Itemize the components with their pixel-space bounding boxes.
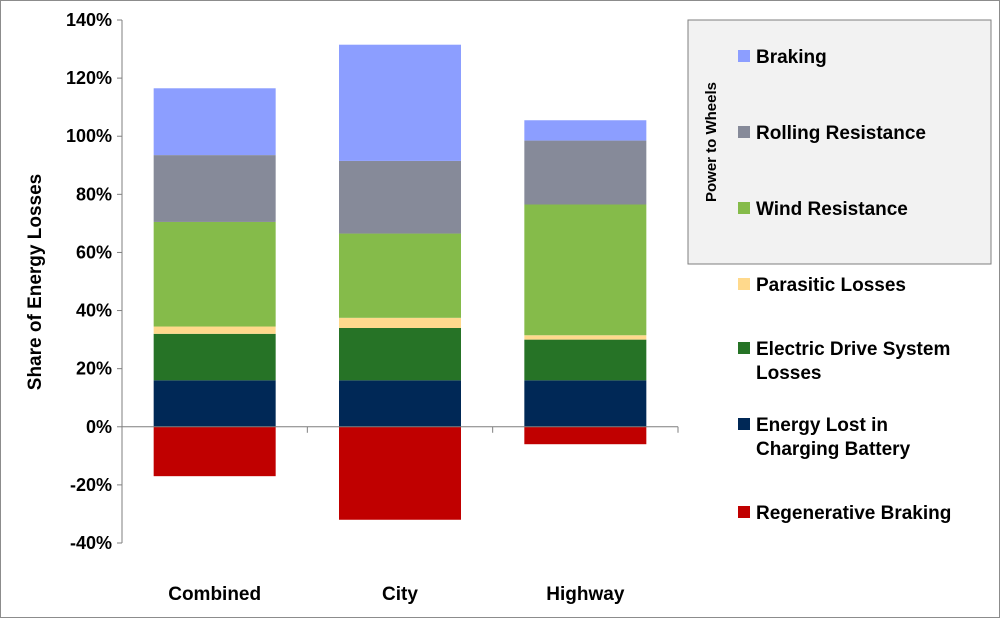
y-tick-label: 60%	[76, 242, 112, 262]
legend-swatch-rolling-resistance	[738, 126, 750, 138]
legend-label-parasitic-losses: Parasitic Losses	[756, 275, 906, 296]
bar-highway-rolling-resistance	[524, 140, 647, 205]
bar-city-braking	[339, 44, 461, 161]
y-tick-label: -20%	[70, 475, 112, 495]
bar-combined-wind-resistance	[153, 221, 276, 327]
y-tick-label: -40%	[70, 533, 112, 553]
legend-label-wind-resistance: Wind Resistance	[756, 199, 908, 220]
bar-combined-regenerative-braking	[153, 426, 276, 477]
bar-city-regenerative-braking	[339, 426, 461, 520]
bar-highway-braking	[524, 120, 647, 141]
legend-label-electric-drive-system-losses: Electric Drive System Losses	[756, 339, 950, 384]
y-tick-label: 140%	[66, 10, 112, 30]
x-category-label: City	[382, 584, 418, 605]
legend-swatch-wind-resistance	[738, 202, 750, 214]
y-tick-label: 100%	[66, 126, 112, 146]
x-category-label: Combined	[168, 584, 261, 605]
bar-combined-braking	[153, 88, 276, 156]
legend-label-braking: Braking	[756, 47, 827, 68]
y-axis-title: Share of Energy Losses	[25, 174, 46, 390]
y-tick-label: 20%	[76, 359, 112, 379]
legend-group-label: Power to Wheels	[703, 82, 720, 202]
bar-city-energy-lost-in-charging-battery	[339, 380, 461, 427]
bar-combined-electric-drive-system-losses	[153, 333, 276, 381]
legend-group-box	[687, 19, 992, 265]
legend-swatch-braking	[738, 50, 750, 62]
bar-city-electric-drive-system-losses	[339, 327, 461, 381]
x-category-label: Highway	[546, 584, 625, 605]
y-tick-label: 40%	[76, 301, 112, 321]
y-tick-label: 80%	[76, 184, 112, 204]
bar-highway-wind-resistance	[524, 204, 647, 336]
bar-combined-rolling-resistance	[153, 155, 276, 222]
bar-highway-energy-lost-in-charging-battery	[524, 380, 647, 427]
legend-swatch-energy-lost-in-charging-battery	[738, 418, 750, 430]
bar-city-parasitic-losses	[339, 317, 461, 328]
legend-label-energy-lost-in-charging-battery: Energy Lost in Charging Battery	[756, 415, 911, 460]
bar-combined-parasitic-losses	[153, 326, 276, 334]
bar-highway-electric-drive-system-losses	[524, 339, 647, 381]
bar-city-wind-resistance	[339, 233, 461, 318]
bar-city-rolling-resistance	[339, 160, 461, 234]
legend-swatch-electric-drive-system-losses	[738, 342, 750, 354]
y-tick-label: 120%	[66, 68, 112, 88]
bar-combined-energy-lost-in-charging-battery	[153, 380, 276, 427]
bar-highway-parasitic-losses	[524, 335, 647, 340]
legend-swatch-parasitic-losses	[738, 278, 750, 290]
bar-highway-regenerative-braking	[524, 426, 647, 445]
y-tick-label: 0%	[86, 417, 112, 437]
legend-label-regenerative-braking: Regenerative Braking	[756, 503, 951, 524]
legend-label-rolling-resistance: Rolling Resistance	[756, 123, 926, 144]
legend-swatch-regenerative-braking	[738, 506, 750, 518]
